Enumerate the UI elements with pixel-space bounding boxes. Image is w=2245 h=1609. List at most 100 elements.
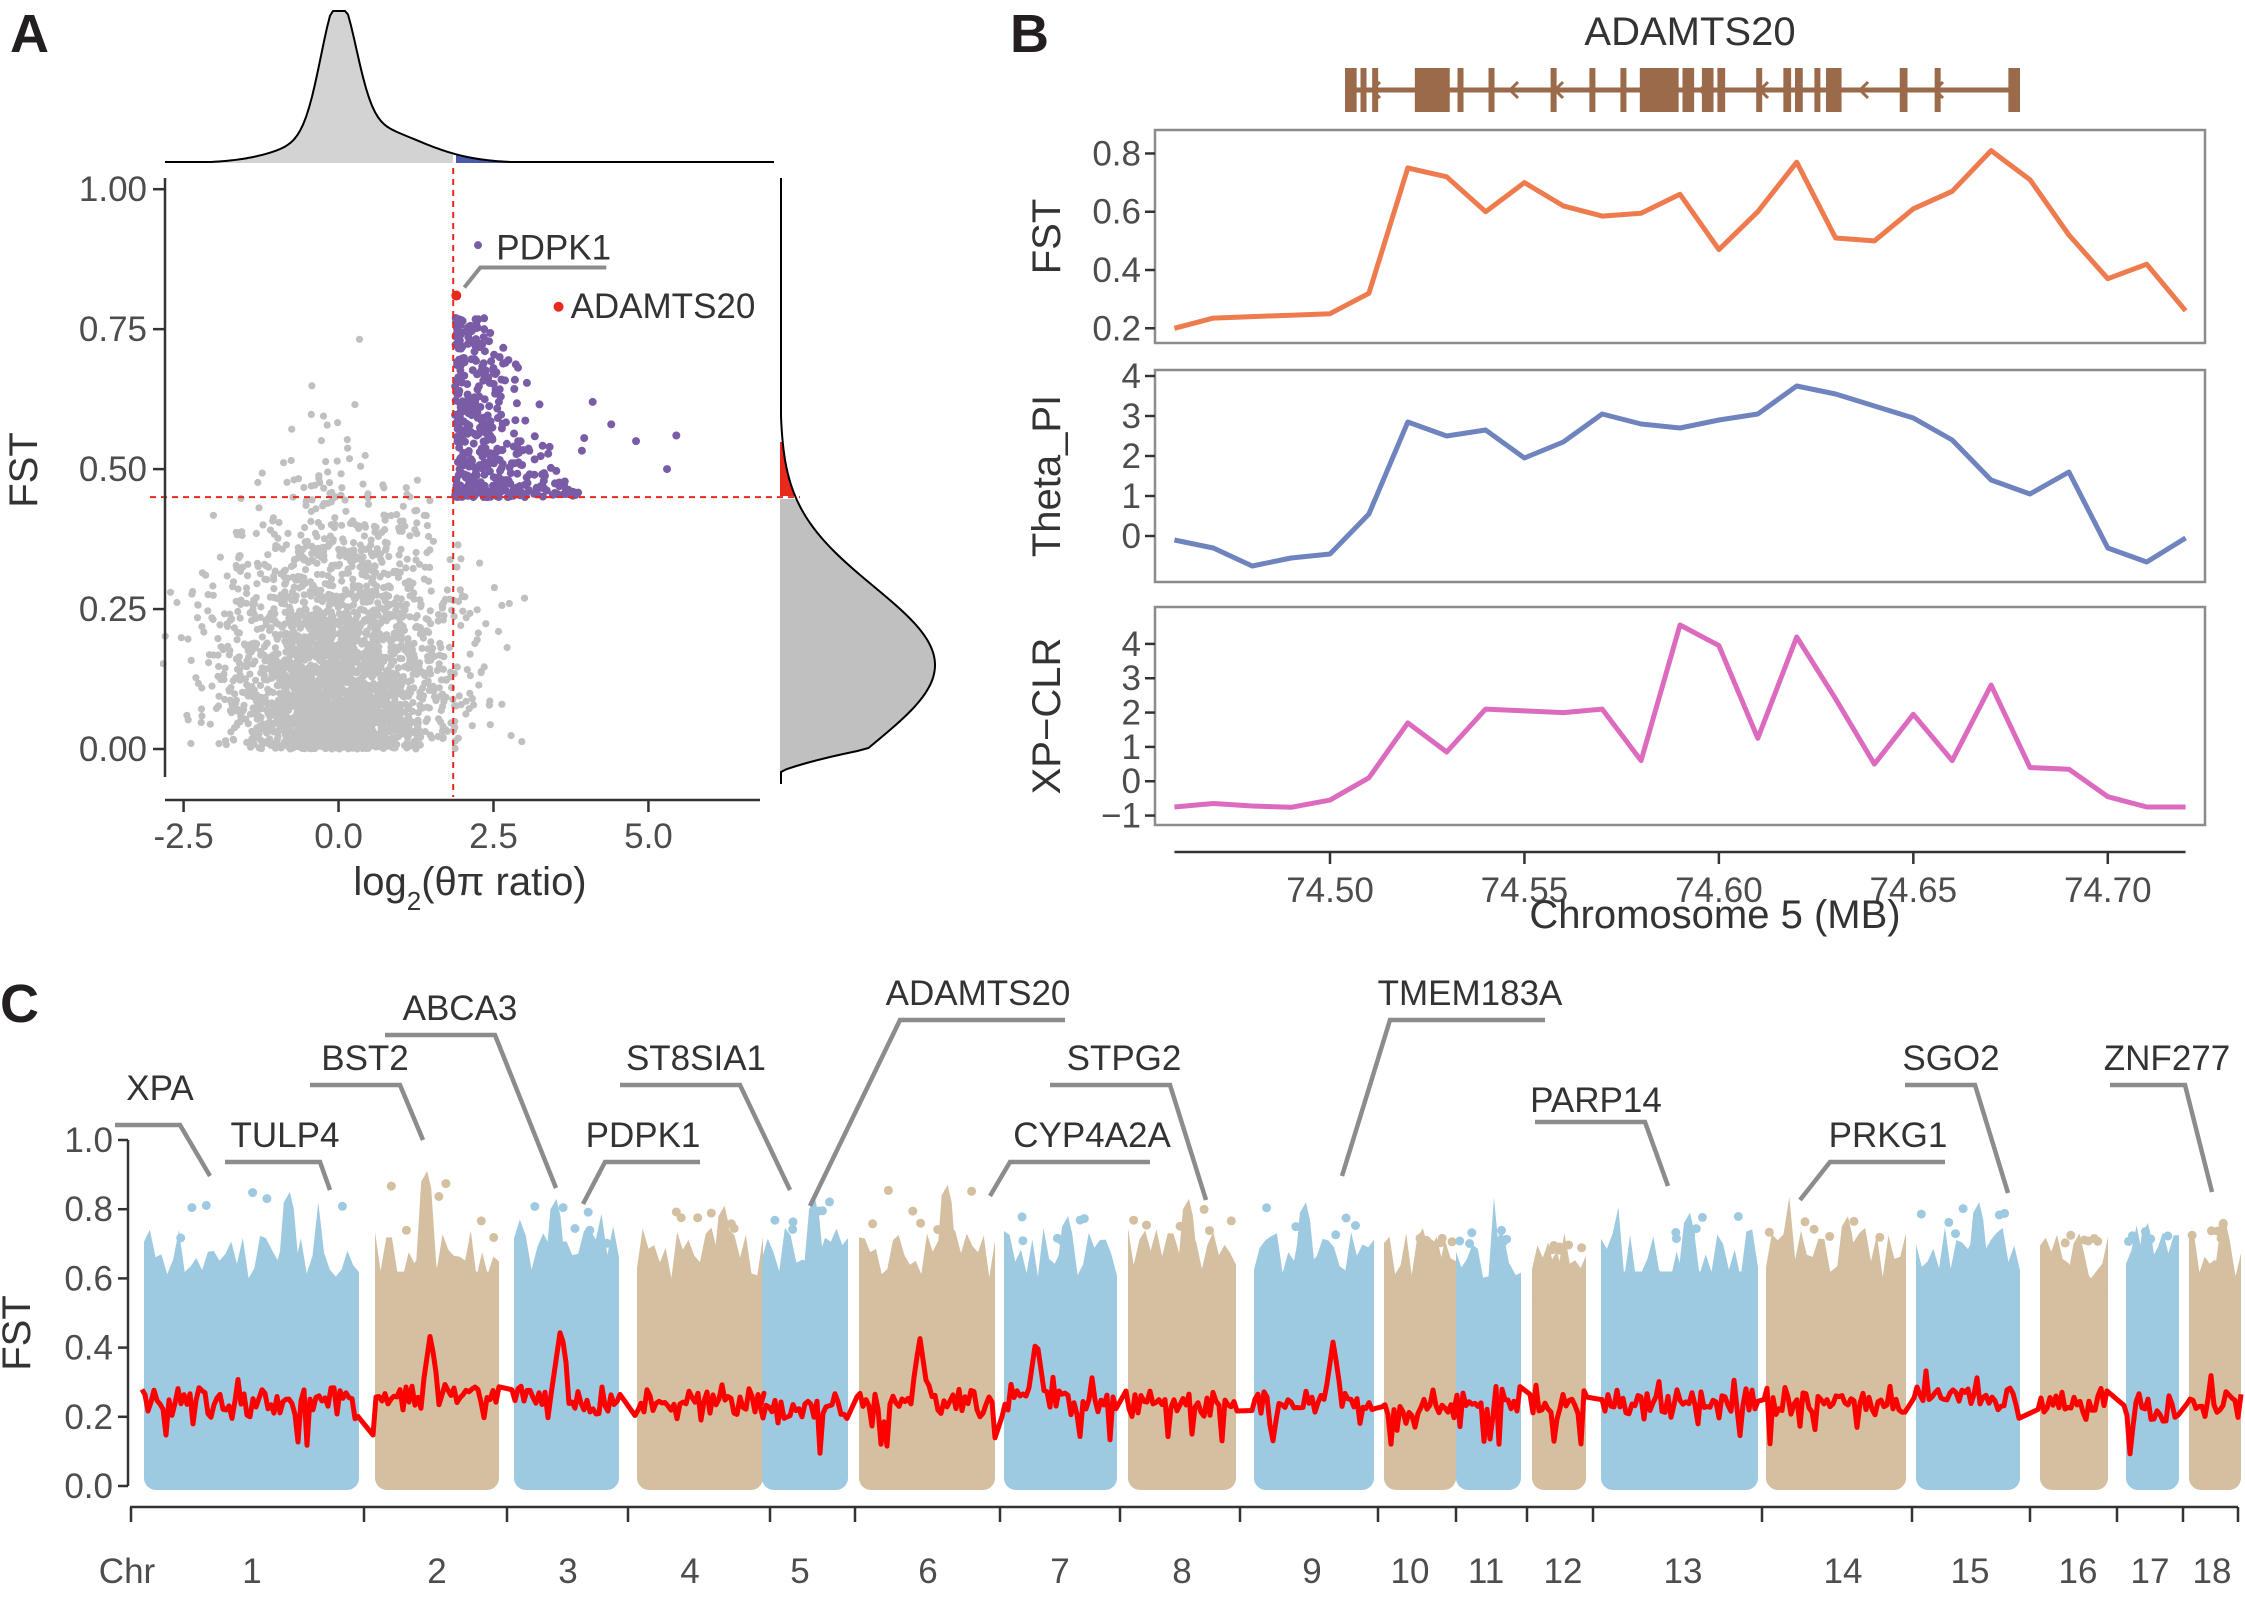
scatter-point	[257, 651, 265, 659]
scatter-point	[507, 732, 515, 740]
gene-leader-line	[1535, 1119, 1671, 1187]
gene-annotation: XPA	[115, 1069, 212, 1178]
y-tick-label-b: 2	[1122, 437, 1141, 476]
scatter-point	[308, 627, 316, 635]
scatter-point	[313, 632, 321, 641]
scatter-point	[232, 562, 240, 570]
scatter-point	[214, 635, 222, 643]
scatter-point	[401, 579, 409, 587]
outlier-point	[817, 1206, 827, 1216]
scatter-point	[243, 738, 251, 747]
gene-label: ST8SIA1	[626, 1039, 766, 1078]
top-density-grey	[165, 11, 453, 163]
chr-label: 16	[2059, 1552, 2098, 1591]
scatter-point	[387, 660, 396, 668]
scatter-point	[358, 653, 366, 661]
selected-point	[511, 416, 520, 425]
scatter-point	[233, 636, 241, 644]
scatter-point	[424, 677, 432, 685]
scatter-point	[306, 587, 314, 596]
outlier-point	[788, 1217, 798, 1227]
fst-smooth-line	[139, 1330, 2244, 1457]
scatter-point	[357, 547, 365, 555]
y-tick-label-b: 1	[1122, 728, 1141, 767]
scatter-point	[177, 634, 185, 642]
scatter-point	[329, 599, 337, 607]
scatter-point	[346, 741, 354, 749]
scatter-point	[422, 511, 430, 520]
scatter-point	[235, 629, 244, 637]
scatter-point	[398, 655, 406, 663]
scatter-point	[344, 569, 352, 577]
selected-point	[507, 459, 516, 468]
outlier-point	[967, 1186, 977, 1196]
outlier-point	[1916, 1209, 1926, 1219]
outlier-point	[2066, 1230, 2076, 1240]
gene-model-exon	[1826, 68, 1842, 112]
selected-point	[525, 470, 534, 479]
right-density	[780, 178, 936, 784]
scatter-point	[302, 724, 310, 732]
scatter-point	[256, 735, 264, 744]
gene-leader-line	[115, 1122, 212, 1178]
outlier-point	[1351, 1221, 1360, 1230]
outlier-point	[1467, 1228, 1477, 1238]
scatter-point	[349, 719, 357, 727]
scatter-point	[436, 639, 444, 648]
scatter-point	[316, 479, 324, 487]
scatter-point	[326, 565, 334, 573]
selected-point	[453, 493, 461, 501]
selected-point	[488, 434, 497, 443]
selected-point	[522, 378, 531, 387]
scatter-point	[391, 695, 399, 703]
gene-model-exon	[1360, 68, 1367, 112]
scatter-point	[266, 526, 275, 534]
scatter-point	[313, 684, 321, 692]
selected-point	[512, 399, 521, 408]
scatter-point	[308, 638, 317, 646]
outlier-point	[933, 1225, 943, 1234]
scatter-point	[265, 688, 273, 696]
chromosome-peak	[544, 1198, 567, 1279]
scatter-point	[350, 550, 358, 558]
scatter-point	[320, 499, 328, 508]
scatter-point	[413, 622, 421, 631]
scatter-point	[394, 733, 402, 741]
panel-letter-b: B	[1010, 4, 1049, 64]
outlier-point	[788, 1224, 798, 1234]
gene-annotation: SGO2	[1902, 1039, 2011, 1194]
scatter-point	[397, 687, 405, 696]
outlier-point	[1262, 1203, 1272, 1213]
scatter-point	[244, 720, 252, 728]
chromosome-13	[1601, 1207, 1758, 1490]
scatter-point	[270, 585, 278, 593]
scatter-point	[367, 682, 375, 691]
scatter-point	[215, 662, 223, 671]
scatter-point	[223, 620, 231, 628]
scatter-point	[341, 652, 350, 660]
selected-point	[537, 482, 546, 490]
x-tick-label-b: 74.60	[1675, 871, 1763, 910]
selected-point	[471, 341, 480, 350]
y-tick-label-b: 4	[1122, 357, 1141, 396]
scatter-point	[283, 478, 291, 486]
scatter-point	[377, 556, 385, 564]
scatter-point	[242, 584, 251, 592]
scatter-point	[226, 610, 234, 618]
scatter-point	[333, 695, 341, 703]
gene-label: STPG2	[1067, 1039, 1182, 1078]
scatter-point	[379, 584, 388, 592]
scatter-point	[344, 718, 352, 726]
scatter-point	[466, 672, 474, 680]
top-density	[165, 10, 774, 163]
scatter-point	[215, 692, 223, 700]
scatter-point	[194, 601, 202, 609]
outlier-point	[1447, 1237, 1457, 1247]
scatter-point	[410, 654, 419, 662]
scatter-point	[351, 668, 359, 676]
chr-label: 15	[1951, 1552, 1990, 1591]
scatter-point	[348, 684, 356, 692]
strand-arrow	[1757, 80, 1770, 100]
scatter-point	[415, 663, 423, 671]
chr-label: 2	[427, 1552, 446, 1591]
